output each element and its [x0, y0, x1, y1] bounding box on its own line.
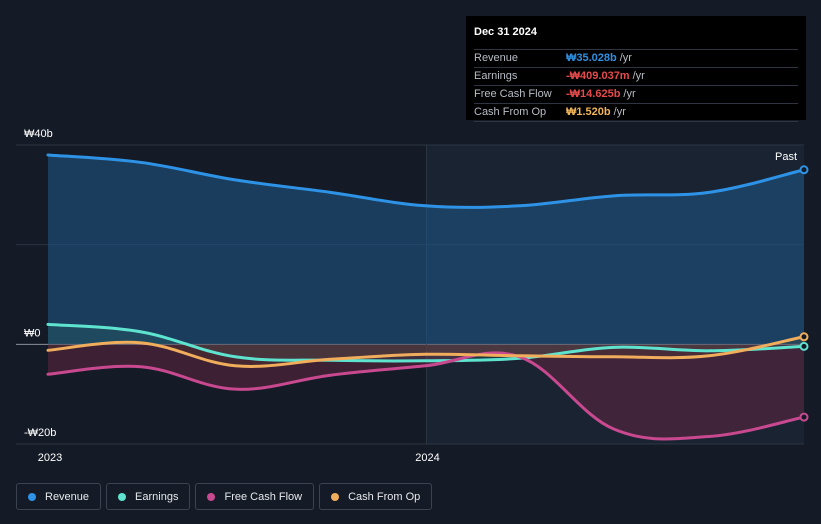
legend-item-free-cash-flow[interactable]: Free Cash Flow	[195, 483, 315, 510]
series-line-revenue	[46, 153, 806, 209]
tooltip-row-free-cash-flow: Free Cash Flow -₩14.625b /yr	[474, 86, 798, 104]
tooltip-label: Revenue	[474, 52, 519, 64]
tooltip-unit: /yr	[632, 70, 645, 82]
tooltip-unit: /yr	[623, 88, 636, 100]
tooltip-label: Free Cash Flow	[474, 88, 552, 100]
legend-label: Earnings	[135, 490, 179, 503]
tooltip-label: Earnings	[474, 70, 518, 82]
legend-item-revenue[interactable]: Revenue	[16, 483, 102, 510]
series-end-point-revenue[interactable]	[799, 165, 809, 175]
tooltip-unit: /yr	[619, 52, 632, 64]
series-end-point-cash-from-op[interactable]	[799, 332, 809, 342]
series-line-free-cash-flow	[46, 351, 806, 441]
legend-dot-icon	[28, 492, 36, 501]
tooltip-row-revenue: Revenue ₩35.028b /yr	[474, 50, 798, 68]
x-tick-label: 2023	[38, 452, 62, 464]
past-label: Past	[775, 151, 797, 163]
legend-dot-icon	[331, 492, 340, 501]
series-layer	[46, 153, 809, 441]
series-end-point-free-cash-flow[interactable]	[799, 412, 809, 422]
y-tick-label: ₩40b	[24, 128, 53, 140]
legend-item-earnings[interactable]: Earnings	[106, 483, 191, 510]
series-end-point-earnings[interactable]	[799, 341, 809, 351]
series-line-earnings	[46, 322, 806, 363]
legend-label: Free Cash Flow	[224, 490, 303, 503]
tooltip-row-cash-from-op: Cash From Op ₩1.520b /yr	[474, 104, 798, 122]
axis-layer: ₩40b ₩0 -₩20b 2023 2024	[24, 128, 440, 464]
legend-dot-icon	[207, 492, 216, 501]
tooltip-panel: Dec 31 2024 Revenue ₩35.028b /yr Earning…	[466, 16, 806, 122]
series-area-free-cash-flow	[48, 344, 804, 440]
y-tick-label: ₩0	[24, 327, 41, 339]
tooltip-value: ₩1.520b	[566, 106, 611, 118]
y-tick-label: -₩20b	[24, 427, 56, 439]
legend-dot-icon	[118, 492, 127, 501]
tooltip-date: Dec 31 2024	[474, 25, 798, 50]
legend-item-cash-from-op[interactable]: Cash From Op	[319, 483, 433, 510]
series-line-cash-from-op	[46, 335, 806, 368]
tooltip-value: ₩35.028b	[566, 52, 617, 64]
tooltip-value: -₩14.625b	[566, 88, 621, 100]
tooltip-value: -₩409.037m	[566, 70, 630, 82]
tooltip-row-earnings: Earnings -₩409.037m /yr	[474, 68, 798, 86]
legend: Revenue Earnings Free Cash Flow Cash Fro…	[16, 483, 433, 510]
legend-label: Cash From Op	[348, 490, 421, 503]
tooltip-label: Cash From Op	[474, 106, 547, 118]
series-area-cash-from-op	[48, 336, 804, 367]
legend-label: Revenue	[45, 490, 90, 503]
x-tick-label: 2024	[415, 452, 439, 464]
tooltip-unit: /yr	[613, 106, 626, 118]
series-area-earnings	[48, 324, 804, 361]
series-area-revenue	[48, 154, 804, 345]
